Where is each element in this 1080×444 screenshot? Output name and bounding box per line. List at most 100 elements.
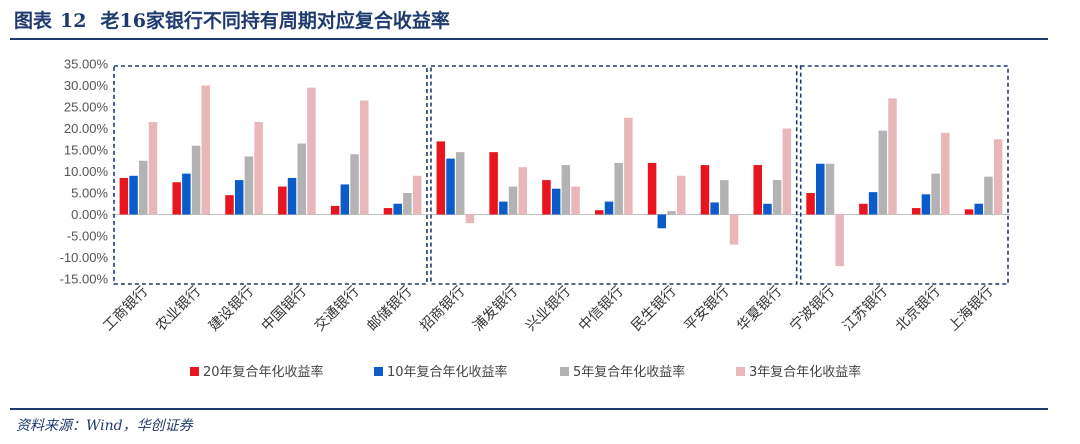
bar-3-13 [772, 180, 782, 215]
title-divider [10, 38, 1048, 40]
bar-4-16 [941, 132, 950, 215]
bar-1-14 [806, 193, 815, 215]
bar-3-8 [508, 186, 518, 215]
bar-4-10 [624, 117, 633, 215]
x-category-label: 江苏银行 [840, 284, 891, 335]
y-tick-label: 0.00% [71, 207, 108, 222]
bar-1-6 [383, 208, 393, 215]
bar-4-6 [412, 175, 422, 215]
y-tick-label: -5.00% [67, 229, 109, 244]
x-category-label: 上海银行 [946, 284, 997, 335]
x-category-label: 中信银行 [576, 284, 627, 335]
bar-4-14 [835, 214, 844, 267]
bar-4-2 [201, 85, 211, 215]
bar-4-1 [148, 122, 158, 215]
bar-3-4 [297, 143, 306, 215]
bar-2-10 [604, 201, 614, 215]
bar-2-8 [499, 201, 508, 215]
bar-1-11 [647, 162, 657, 215]
bar-3-5 [350, 154, 359, 215]
bar-2-2 [182, 173, 191, 215]
bar-3-6 [403, 193, 412, 215]
bar-2-9 [551, 188, 561, 215]
chart-title: 老16家银行不同持有周期对应复合收益率 [100, 10, 450, 32]
source-divider [10, 408, 1048, 410]
figure-label: 图表 [14, 10, 53, 32]
bar-2-4 [287, 177, 297, 215]
y-tick-label: -10.00% [60, 250, 109, 265]
bar-2-11 [657, 214, 667, 229]
bar-1-9 [542, 180, 551, 215]
x-category-label: 宁波银行 [786, 283, 838, 335]
bar-3-7 [455, 152, 465, 215]
x-category-label: 招商银行 [417, 284, 468, 335]
bar-4-9 [571, 186, 580, 215]
y-tick-label: -15.00% [60, 272, 109, 287]
bar-1-3 [225, 195, 234, 215]
bar-3-17 [984, 176, 993, 215]
x-category-label: 北京银行 [893, 284, 944, 335]
bar-2-14 [816, 163, 825, 215]
y-tick-label: 5.00% [71, 186, 108, 201]
x-category-label: 农业银行 [153, 284, 204, 335]
y-tick-label: 35.00% [64, 57, 109, 72]
bar-2-5 [340, 184, 350, 215]
legend-swatch-1 [190, 367, 199, 376]
x-category-label: 建设银行 [206, 284, 257, 335]
legend-label-3: 5年复合年化收益率 [573, 364, 685, 380]
x-category-label: 民生银行 [629, 284, 680, 335]
bar-2-17 [974, 203, 983, 215]
bar-4-17 [993, 139, 1003, 215]
bar-3-11 [667, 211, 676, 215]
bar-1-17 [964, 209, 974, 215]
bar-1-16 [911, 208, 921, 215]
x-category-label: 邮储银行 [364, 284, 415, 335]
legend-swatch-4 [736, 367, 745, 376]
bar-1-13 [753, 165, 762, 215]
bar-4-13 [782, 128, 792, 215]
bar-4-15 [888, 98, 897, 215]
y-tick-label: 10.00% [64, 164, 109, 179]
figure-number: 12 [60, 10, 87, 32]
bar-3-15 [878, 130, 888, 215]
bar-4-3 [254, 122, 263, 215]
bar-2-15 [868, 192, 878, 215]
x-category-label: 华夏银行 [734, 284, 785, 335]
bar-1-12 [700, 165, 710, 215]
bar-4-5 [360, 100, 369, 215]
group-box-2 [430, 65, 798, 285]
bar-3-3 [244, 156, 254, 215]
y-tick-label: 15.00% [64, 143, 109, 158]
legend-label-1: 20年复合年化收益率 [203, 364, 324, 380]
bar-1-1 [119, 177, 129, 215]
bar-2-12 [710, 202, 719, 215]
bar-3-12 [720, 180, 729, 215]
bar-4-4 [307, 87, 316, 215]
group-box-1 [113, 65, 428, 285]
bar-1-8 [489, 152, 498, 215]
x-category-label: 兴业银行 [523, 284, 574, 335]
bar-3-1 [139, 160, 148, 215]
bar-4-12 [729, 214, 739, 245]
x-category-label: 平安银行 [681, 284, 732, 335]
bar-1-2 [172, 182, 181, 215]
y-tick-label: 25.00% [64, 100, 109, 115]
bar-2-6 [393, 203, 402, 215]
bar-4-7 [465, 214, 475, 224]
bar-1-10 [595, 210, 604, 215]
bar-2-13 [763, 203, 772, 215]
bar-3-2 [191, 145, 201, 215]
bar-4-8 [518, 167, 527, 215]
legend-swatch-3 [560, 367, 569, 376]
y-tick-label: 30.00% [64, 78, 109, 93]
bar-1-7 [436, 141, 446, 215]
x-category-label: 浦发银行 [470, 284, 521, 335]
bar-2-3 [234, 180, 244, 215]
bar-2-1 [129, 175, 138, 215]
bar-2-7 [446, 158, 455, 215]
bar-3-14 [825, 163, 835, 215]
y-tick-label: 20.00% [64, 121, 109, 136]
bar-4-11 [676, 175, 686, 215]
figure-title: 图表 12 老16家银行不同持有周期对应复合收益率 [14, 6, 450, 36]
